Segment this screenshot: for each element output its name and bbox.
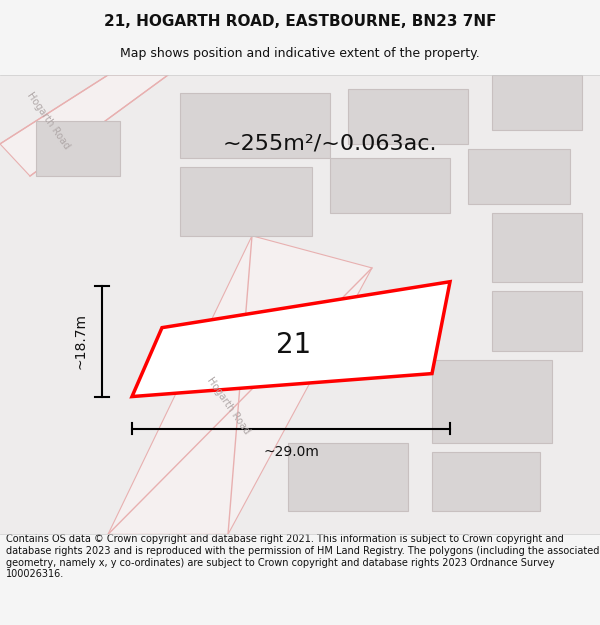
- Polygon shape: [492, 291, 582, 351]
- Polygon shape: [348, 89, 468, 144]
- Polygon shape: [36, 121, 120, 176]
- Polygon shape: [180, 93, 330, 158]
- Text: ~18.7m: ~18.7m: [73, 314, 87, 369]
- Polygon shape: [132, 282, 450, 397]
- Polygon shape: [432, 452, 540, 511]
- Polygon shape: [180, 167, 312, 236]
- Polygon shape: [468, 149, 570, 204]
- Text: Map shows position and indicative extent of the property.: Map shows position and indicative extent…: [120, 48, 480, 61]
- Text: ~29.0m: ~29.0m: [263, 445, 319, 459]
- Text: Contains OS data © Crown copyright and database right 2021. This information is : Contains OS data © Crown copyright and d…: [6, 534, 599, 579]
- Polygon shape: [0, 75, 168, 176]
- Polygon shape: [0, 75, 600, 534]
- Polygon shape: [108, 236, 372, 534]
- Polygon shape: [432, 360, 552, 442]
- Text: 21, HOGARTH ROAD, EASTBOURNE, BN23 7NF: 21, HOGARTH ROAD, EASTBOURNE, BN23 7NF: [104, 14, 496, 29]
- Polygon shape: [330, 158, 450, 212]
- Polygon shape: [492, 213, 582, 282]
- Text: Hogarth Road: Hogarth Road: [205, 376, 251, 436]
- Text: 21: 21: [277, 331, 311, 359]
- Polygon shape: [492, 75, 582, 130]
- Text: Hogarth Road: Hogarth Road: [25, 91, 71, 151]
- Text: ~255m²/~0.063ac.: ~255m²/~0.063ac.: [223, 134, 437, 154]
- Polygon shape: [288, 442, 408, 511]
